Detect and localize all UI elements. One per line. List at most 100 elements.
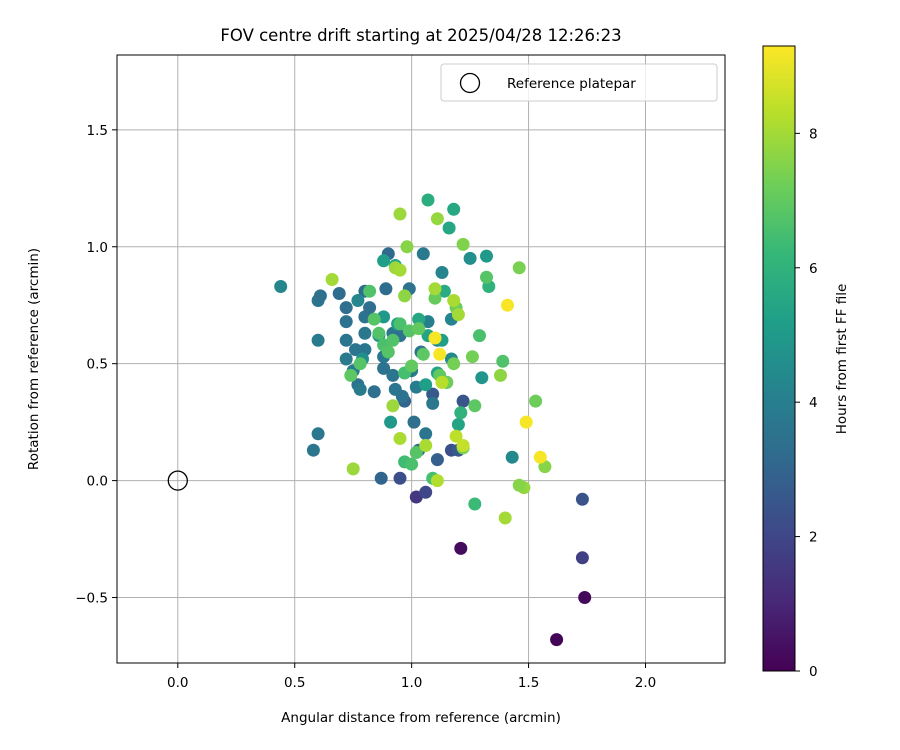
data-point [377,361,391,375]
data-point [379,282,393,296]
data-point [306,443,320,457]
data-point [313,289,327,303]
data-point [447,294,461,307]
x-tick-label: 0.5 [284,675,305,691]
data-point [395,389,409,403]
data-point [419,427,433,441]
legend-label: Reference platepar [507,76,636,92]
data-point [463,251,477,265]
data-point [421,193,435,207]
grid-lines [117,55,725,663]
data-point [363,301,377,315]
colorbar-frame [762,45,796,672]
data-point [456,394,470,408]
data-point [465,350,479,364]
data-point [428,291,442,305]
data-point [358,326,372,340]
data-point [468,497,482,511]
data-point [435,266,449,279]
data-point [274,280,288,293]
data-point [339,352,353,366]
data-point [372,326,386,340]
data-point [374,471,388,485]
data-point [412,312,426,326]
y-tick-label: −0.5 [75,591,108,607]
data-point [363,284,377,298]
data-point [433,347,447,361]
data-point [419,439,433,452]
data-point [367,312,381,326]
y-tick-label: 0.0 [87,474,108,490]
colorbar-tick-label: 2 [809,530,818,546]
data-point [386,368,400,382]
data-point [386,399,400,413]
plot-frame [116,54,726,664]
data-point [430,212,444,226]
chart-title: FOV centre drift starting at 2025/04/28 … [220,26,621,45]
data-point [447,202,461,216]
data-point [475,371,489,385]
data-point [353,382,367,396]
data-point [339,315,353,329]
data-point [384,415,398,429]
data-point [468,399,482,413]
data-point [398,289,412,303]
y-tick-label: 1.5 [87,123,108,139]
y-axis-ticks: −0.5 0.0 0.5 1.0 1.5 [75,123,117,607]
data-point [393,471,407,485]
data-point [575,551,589,565]
data-point [353,357,367,371]
data-point [575,492,589,506]
data-point [529,394,543,408]
data-point [498,511,512,525]
data-point [456,439,470,452]
data-point [419,378,433,392]
data-point [405,359,419,373]
y-tick-label: 1.0 [87,240,108,256]
legend-marker [459,72,481,94]
data-point [407,415,421,429]
data-point [447,357,461,371]
data-point [428,282,442,296]
data-point [386,333,400,347]
colorbar-gradient [763,46,795,671]
colorbar-tick-label: 4 [809,395,818,411]
data-point [454,406,468,420]
colorbar-label: Hours from first FF file [834,284,850,435]
data-point [519,415,533,429]
x-tick-label: 1.0 [401,675,422,691]
data-point [311,333,325,347]
data-point [377,254,391,268]
data-point [451,308,465,322]
data-point [416,347,430,361]
data-point [449,429,463,443]
data-point [400,240,414,254]
data-point [393,207,407,221]
data-point [430,453,444,467]
data-point [451,418,465,431]
data-point [393,432,407,445]
data-point [494,368,507,382]
legend-box [440,63,718,102]
data-points [274,193,592,647]
data-point [332,287,346,300]
data-point [442,221,456,235]
data-point [578,591,592,604]
data-point [505,450,519,464]
data-point [426,396,440,410]
data-point [311,427,325,441]
data-point [435,375,449,389]
data-point [344,368,358,382]
colorbar: 0 2 4 6 8 Hours from first FF file [762,45,850,680]
colorbar-ticks: 0 2 4 6 8 [795,126,818,680]
data-point [456,237,470,251]
data-point [405,457,419,471]
data-point [325,273,339,286]
data-point [426,387,440,401]
colorbar-tick-label: 0 [809,664,818,680]
reference-platepar-marker [167,470,188,491]
legend: Reference platepar [440,63,718,102]
data-point [428,331,442,345]
data-point [533,450,547,464]
